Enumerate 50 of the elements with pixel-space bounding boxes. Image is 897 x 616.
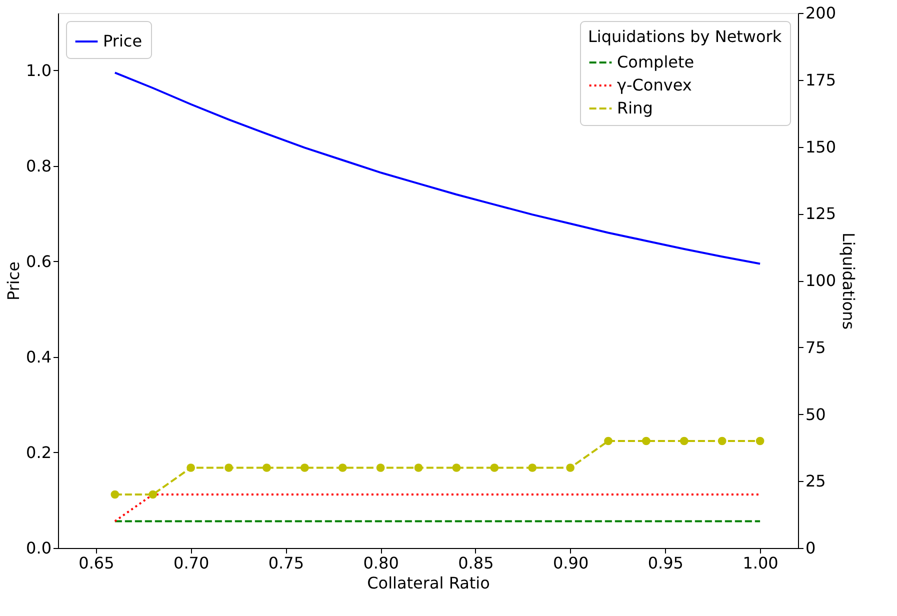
y-tick-label: 0.8 [26,156,52,176]
y2-tick-label: 150 [806,137,836,156]
point [148,490,158,499]
y-tick-label: 1.0 [26,60,52,80]
point [262,464,271,472]
y2-tick-label: 25 [806,472,826,491]
point [186,464,196,472]
point [642,436,650,446]
point [718,436,726,446]
y-tick-label: 0.6 [26,252,52,271]
x-tick-label: 0.85 [458,554,494,572]
point [224,464,233,472]
point [490,464,499,472]
x-tick-label: 0.80 [363,554,399,572]
point [528,464,537,472]
y2-tick-label: 200 [806,4,836,22]
legend-label: γ-Convex [617,76,692,94]
legend-label: Ring [617,98,653,118]
x-axis-title: Collateral Ratio [367,574,490,592]
x-tick-label: 0.65 [78,554,114,572]
point [452,464,461,472]
x-tick-label: 0.75 [268,554,304,572]
point [300,464,309,472]
x-tick-label: 1.00 [742,554,778,572]
point [604,436,612,446]
y-tick-label: 0.2 [26,442,52,462]
line-series [114,72,762,265]
y2-axis-title: Liquidations [839,232,858,330]
point [338,464,347,472]
point [376,464,385,472]
legend-label: Price [103,32,142,50]
x-tick-label: 0.90 [552,554,589,572]
y2-tick-label: 50 [806,404,826,424]
y-tick-label: 0.4 [26,347,52,366]
y-tick-label: 0.0 [26,538,52,558]
y2-tick-label: 175 [806,70,836,90]
point [566,464,574,472]
y2-tick-label: 125 [806,204,836,224]
point [110,490,120,499]
point [756,436,764,446]
y-axis-title: Price [4,261,24,301]
x-tick-label: 0.95 [648,554,684,572]
legend-title: Liquidations by Network [588,27,782,46]
point [680,436,688,446]
legend-label: Complete [617,52,694,72]
y2-tick-label: 0 [806,538,816,558]
point [414,464,423,472]
y2-tick-label: 100 [806,271,836,290]
y2-tick-label: 75 [806,338,826,357]
x-tick-label: 0.70 [174,554,210,572]
